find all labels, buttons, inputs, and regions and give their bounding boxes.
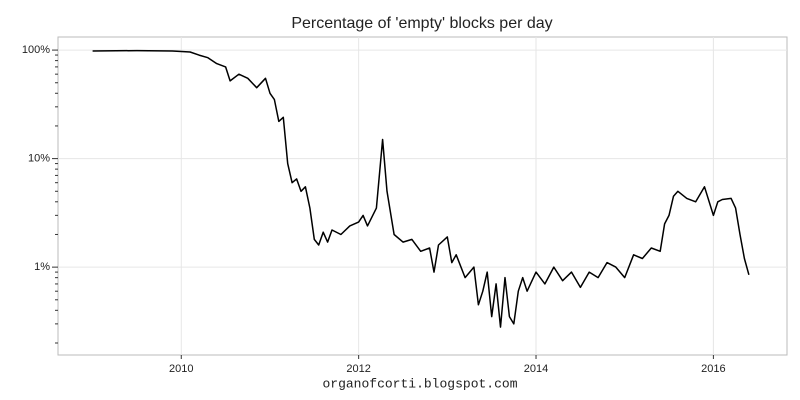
x-tick-label: 2016	[701, 363, 725, 375]
y-tick-label: 10%	[28, 153, 50, 165]
chart-title: Percentage of 'empty' blocks per day	[291, 15, 552, 32]
x-tick-label: 2012	[346, 363, 370, 375]
data-line	[92, 49, 750, 328]
footer: organofcorti.blogspot.com	[322, 376, 517, 391]
x-tick-label: 2014	[524, 363, 548, 375]
y-tick-label: 1%	[34, 261, 50, 273]
plot-frame	[57, 36, 788, 356]
y-tick-label: 100%	[22, 44, 50, 56]
x-tick-label: 2010	[169, 363, 193, 375]
